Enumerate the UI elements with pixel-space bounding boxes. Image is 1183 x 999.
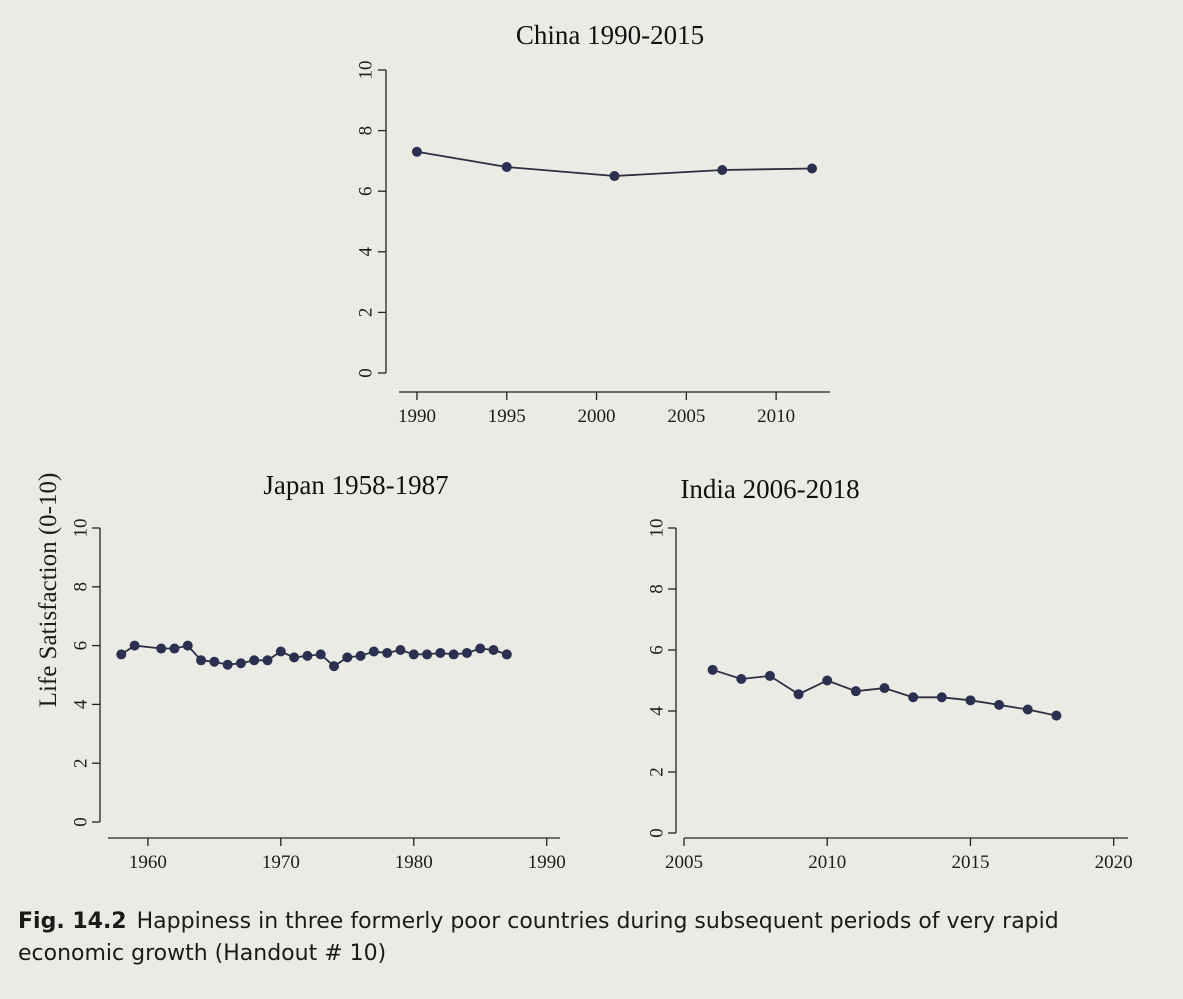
japan-ytick-label: 6 bbox=[71, 641, 92, 651]
india-data-point bbox=[908, 692, 919, 703]
china-ytick-label: 4 bbox=[356, 247, 377, 257]
japan-ytick-label: 8 bbox=[71, 582, 92, 592]
china-xtick-label: 1990 bbox=[398, 406, 436, 427]
china-xtick-label: 2010 bbox=[757, 406, 795, 427]
japan-xtick-label: 1970 bbox=[262, 852, 300, 873]
china-data-point bbox=[807, 163, 818, 174]
japan-data-point bbox=[395, 645, 406, 656]
japan-data-point bbox=[408, 649, 419, 660]
figure-number: Fig. 14.2 bbox=[18, 909, 127, 934]
japan-data-point bbox=[169, 643, 180, 654]
figure-caption-text: Happiness in three formerly poor countri… bbox=[18, 909, 1059, 966]
japan-data-point bbox=[355, 650, 366, 661]
china-panel: China 1990-2015 0 2 4 6 8 10 1990 1995 2000 2005 20… bbox=[356, 20, 830, 427]
india-ytick-label: 10 bbox=[647, 519, 668, 538]
japan-data-point bbox=[422, 649, 433, 660]
india-ytick-label: 4 bbox=[647, 706, 668, 716]
japan-data-point bbox=[302, 650, 313, 661]
japan-data-point bbox=[501, 649, 512, 660]
india-data-point bbox=[936, 692, 947, 703]
japan-data-point bbox=[329, 661, 339, 672]
japan-data-point bbox=[275, 646, 286, 657]
japan-data-point bbox=[461, 647, 472, 658]
india-data-point bbox=[736, 673, 747, 684]
india-data-point bbox=[707, 664, 718, 675]
china-data-point bbox=[717, 164, 728, 175]
japan-data-point bbox=[249, 655, 260, 666]
india-data-point bbox=[879, 683, 890, 694]
japan-data-point bbox=[382, 647, 393, 658]
japan-data-point bbox=[262, 655, 273, 666]
india-data-point bbox=[994, 699, 1005, 710]
china-xtick-label: 1995 bbox=[488, 406, 526, 427]
china-xtick-label: 2005 bbox=[667, 406, 705, 427]
india-panel: India 2006-2018 0 2 4 6 8 10 2005 2010 2015 2020 bbox=[647, 474, 1133, 873]
japan-data-point bbox=[116, 649, 127, 660]
japan-data-point bbox=[448, 649, 459, 660]
india-data-point bbox=[822, 675, 833, 686]
japan-data-point bbox=[342, 652, 353, 663]
japan-ytick-label: 4 bbox=[71, 699, 92, 709]
india-data-point bbox=[1022, 704, 1033, 715]
china-ytick-label: 8 bbox=[356, 126, 377, 136]
y-axis-title-svg: Life Satisfaction (0-10) bbox=[35, 473, 62, 708]
figure-caption: Fig. 14.2 Happiness in three formerly poo… bbox=[18, 906, 1168, 970]
china-ytick-label: 6 bbox=[356, 186, 377, 196]
japan-data-point bbox=[435, 647, 446, 658]
japan-data-point bbox=[182, 640, 193, 651]
japan-data-point bbox=[196, 655, 207, 666]
japan-ytick-label: 0 bbox=[71, 817, 92, 827]
japan-data-point bbox=[368, 646, 379, 657]
india-data-point bbox=[793, 689, 804, 700]
japan-title: Japan 1958-1987 bbox=[263, 470, 448, 500]
china-title: China 1990-2015 bbox=[516, 20, 704, 50]
japan-panel: Japan 1958-1987 0 2 4 6 8 10 1960 1970 1980 1990 bbox=[71, 470, 566, 873]
japan-data-point bbox=[315, 649, 326, 660]
india-xtick-label: 2010 bbox=[808, 852, 846, 873]
india-ytick-label: 0 bbox=[647, 828, 668, 838]
japan-data-point bbox=[475, 643, 486, 654]
india-data-point bbox=[1051, 710, 1062, 721]
japan-data-point bbox=[129, 640, 140, 651]
india-ytick-label: 6 bbox=[647, 645, 668, 655]
y-axis-title: Life Satisfaction (0-10) bbox=[35, 473, 62, 708]
japan-data-point bbox=[289, 652, 300, 663]
japan-data-point bbox=[222, 659, 233, 670]
india-data-point bbox=[965, 695, 976, 706]
japan-data-point bbox=[156, 643, 167, 654]
japan-ytick-label: 10 bbox=[71, 519, 92, 538]
india-ytick-label: 8 bbox=[647, 584, 668, 594]
india-ytick-label: 2 bbox=[647, 767, 668, 777]
japan-data-point bbox=[209, 656, 220, 667]
india-xtick-label: 2015 bbox=[951, 852, 989, 873]
india-data-point bbox=[764, 670, 775, 681]
japan-data-point bbox=[488, 645, 499, 656]
china-ytick-label: 0 bbox=[356, 368, 377, 378]
china-data-point bbox=[609, 171, 620, 182]
china-ytick-label: 2 bbox=[356, 308, 377, 318]
japan-data-point bbox=[235, 658, 246, 669]
japan-ytick-label: 2 bbox=[71, 758, 92, 768]
india-title: India 2006-2018 bbox=[680, 474, 859, 504]
india-xtick-label: 2005 bbox=[665, 852, 703, 873]
india-data-point bbox=[850, 686, 861, 697]
china-ytick-label: 10 bbox=[356, 61, 377, 80]
china-xtick-label: 2000 bbox=[578, 406, 616, 427]
japan-xtick-label: 1960 bbox=[129, 852, 167, 873]
china-data-point bbox=[411, 146, 422, 157]
japan-xtick-label: 1980 bbox=[395, 852, 433, 873]
japan-xtick-label: 1990 bbox=[528, 852, 566, 873]
india-xtick-label: 2020 bbox=[1095, 852, 1133, 873]
china-data-point bbox=[501, 161, 512, 172]
